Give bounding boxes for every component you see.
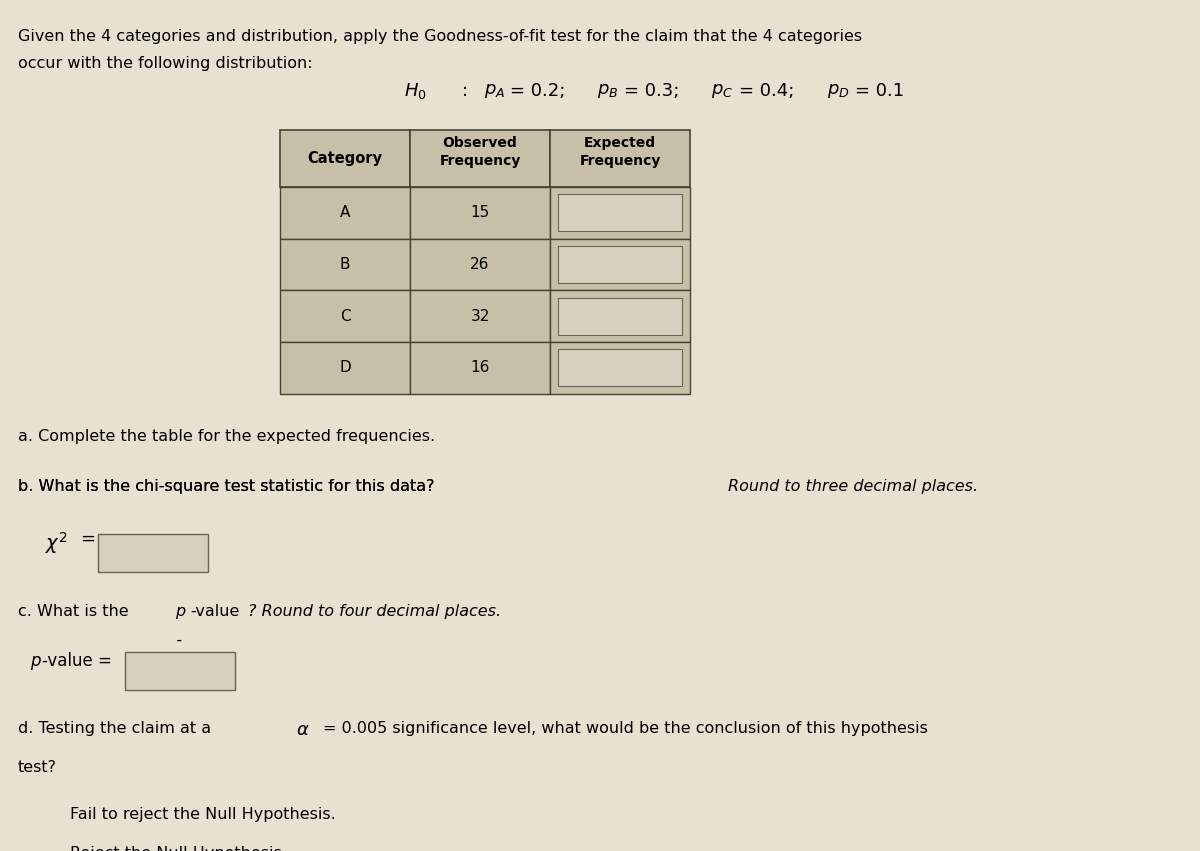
Text: Observed
Frequency: Observed Frequency — [439, 136, 521, 168]
Text: = 0.3;: = 0.3; — [624, 83, 679, 100]
Text: b. What is the chi-square test statistic for this data?: b. What is the chi-square test statistic… — [18, 479, 439, 494]
Bar — [550, 239, 690, 290]
Bar — [558, 246, 682, 283]
Text: $p_B$: $p_B$ — [598, 83, 619, 100]
Bar — [280, 342, 410, 394]
Text: = 0.1: = 0.1 — [856, 83, 905, 100]
Text: = 0.005 significance level, what would be the conclusion of this hypothesis: = 0.005 significance level, what would b… — [323, 721, 928, 736]
Bar — [550, 290, 690, 342]
Text: Category: Category — [307, 151, 383, 166]
Text: D: D — [340, 360, 350, 375]
Text: -value: -value — [190, 603, 239, 619]
Bar — [558, 298, 682, 334]
Text: $\chi^2$: $\chi^2$ — [46, 530, 67, 556]
Text: 16: 16 — [470, 360, 490, 375]
Text: Reject the Null Hypothesis.: Reject the Null Hypothesis. — [70, 846, 287, 851]
Bar — [410, 130, 550, 187]
Text: :: : — [462, 83, 468, 100]
Text: B: B — [340, 257, 350, 272]
Bar — [550, 342, 690, 394]
Bar — [410, 187, 550, 239]
Bar — [125, 652, 235, 690]
Bar — [550, 187, 690, 239]
Text: 26: 26 — [470, 257, 490, 272]
Text: Expected
Frequency: Expected Frequency — [580, 136, 661, 168]
Text: c. What is the: c. What is the — [18, 603, 133, 619]
Bar — [280, 187, 410, 239]
Bar — [550, 130, 690, 187]
Text: Round to three decimal places.: Round to three decimal places. — [728, 479, 978, 494]
Text: =: = — [80, 530, 95, 548]
Text: Given the 4 categories and distribution, apply the Goodness-of-fit test for the : Given the 4 categories and distribution,… — [18, 29, 862, 43]
Text: -value =: -value = — [42, 652, 112, 670]
Text: a. Complete the table for the expected frequencies.: a. Complete the table for the expected f… — [18, 429, 436, 443]
Text: C: C — [340, 309, 350, 323]
Bar — [410, 342, 550, 394]
Text: $H_0$: $H_0$ — [403, 81, 426, 101]
Text: test?: test? — [18, 760, 58, 774]
Bar — [280, 130, 410, 187]
Text: p: p — [30, 652, 41, 670]
Text: p: p — [175, 603, 185, 619]
Bar — [558, 195, 682, 231]
Bar — [280, 290, 410, 342]
Text: b. What is the chi-square test statistic for this data?: b. What is the chi-square test statistic… — [18, 479, 434, 494]
Text: A: A — [340, 205, 350, 220]
Bar — [98, 534, 208, 573]
Text: = 0.2;: = 0.2; — [510, 83, 565, 100]
Text: occur with the following distribution:: occur with the following distribution: — [18, 56, 313, 71]
Text: $p_C$: $p_C$ — [710, 83, 733, 100]
Text: ? Round to four decimal places.: ? Round to four decimal places. — [248, 603, 502, 619]
Text: d. Testing the claim at a: d. Testing the claim at a — [18, 721, 216, 736]
Bar — [410, 239, 550, 290]
Text: 15: 15 — [470, 205, 490, 220]
Bar — [410, 290, 550, 342]
Text: = 0.4;: = 0.4; — [739, 83, 794, 100]
Bar — [280, 239, 410, 290]
Bar — [558, 350, 682, 386]
Text: Fail to reject the Null Hypothesis.: Fail to reject the Null Hypothesis. — [70, 808, 336, 822]
Text: $\alpha$: $\alpha$ — [296, 721, 310, 739]
Text: 32: 32 — [470, 309, 490, 323]
Text: $p_A$: $p_A$ — [485, 83, 505, 100]
Text: $p_D$: $p_D$ — [827, 83, 850, 100]
